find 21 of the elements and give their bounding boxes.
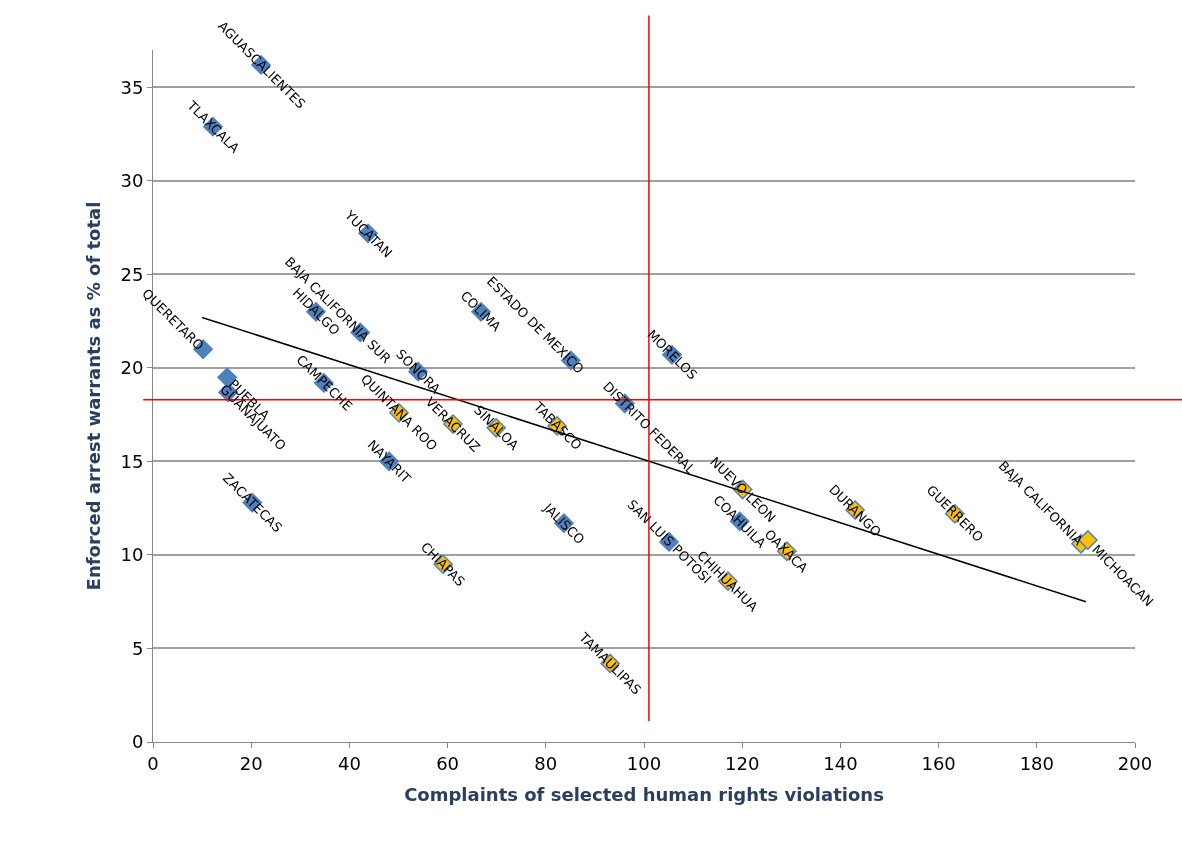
x-tick-label: 20 (239, 752, 263, 774)
x-tick-label: 120 (725, 752, 760, 774)
x-tick-label: 60 (436, 752, 460, 774)
y-tick-label: 35 (120, 76, 144, 98)
x-tick-label: 40 (337, 752, 361, 774)
y-tick-label: 15 (120, 450, 144, 472)
y-tick-label: 20 (120, 357, 144, 379)
y-axis-title: Enforced arrest warrants as % of total (82, 201, 104, 591)
y-tick-label: 5 (131, 637, 144, 659)
y-tick-label: 25 (120, 263, 144, 285)
x-tick-label: 180 (1019, 752, 1054, 774)
x-tick-label: 80 (534, 752, 558, 774)
x-tick-label: 0 (147, 752, 159, 774)
x-tick-label: 140 (823, 752, 858, 774)
x-tick-label: 200 (1117, 752, 1153, 774)
x-axis-title: Complaints of selected human rights violations (404, 783, 884, 805)
y-tick-label: 30 (120, 170, 144, 192)
x-tick-label: 160 (921, 752, 956, 774)
y-tick-label: 10 (120, 544, 144, 566)
x-tick-label: 100 (626, 752, 662, 774)
y-tick-label: 0 (131, 731, 144, 753)
